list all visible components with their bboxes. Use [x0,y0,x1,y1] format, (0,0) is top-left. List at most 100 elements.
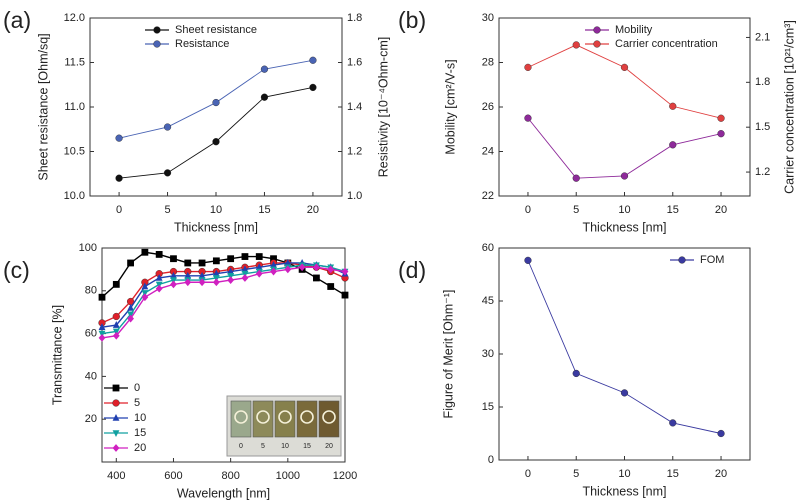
x-axis-title: Wavelength [nm] [177,486,270,500]
y2-tick-label: 1.8 [755,76,770,88]
marker [524,63,532,71]
marker [112,280,120,288]
y-tick-label: 0 [488,454,494,466]
marker [620,63,629,71]
panel-label: (b) [398,7,426,33]
inset-photo-logo [322,410,336,424]
legend-label: 20 [134,442,146,454]
marker [270,255,277,263]
x-tick-label: 20 [715,468,727,480]
y-tick-label: 30 [482,12,494,24]
marker [212,98,220,107]
x-tick-label: 0 [525,204,531,216]
y2-tick-label: 1.0 [347,190,362,202]
marker [141,248,149,256]
marker [620,389,629,397]
inset-photo [296,400,318,438]
x-tick-label: 20 [715,204,727,216]
series-line [101,264,346,335]
legend-marker [112,430,120,437]
y2-axis-title: Resistivity [10⁻⁴Ohm-cm] [376,37,390,177]
marker [127,303,134,311]
marker [620,172,629,180]
x-tick-label: 10 [618,204,630,216]
marker [241,253,249,260]
marker [270,261,277,268]
marker [241,265,249,273]
panel-label: (a) [3,7,31,33]
legend-label: 15 [134,427,146,439]
marker [212,278,220,287]
x-tick-label: 15 [667,204,679,216]
marker [227,267,235,275]
marker [572,41,580,49]
marker [260,93,269,101]
legend-label: Resistance [175,38,229,50]
marker [327,283,335,290]
marker [284,265,292,274]
marker [112,321,120,328]
x-tick-label: 5 [573,204,579,216]
marker [212,138,220,146]
x-tick-label: 0 [116,204,122,216]
chart-panel: (a) 0 5 10 15 20 10.0 10.5 11.0 11.5 12.0 1.0 1.2 1.4… [3,7,390,234]
marker [155,284,163,293]
inset-label: 5 [261,443,265,450]
legend-marker [112,414,120,421]
chart-panel: (b) 0 5 10 15 20 22 24 26 28 30 1.2 1.5 1.8 2.1 Thickne… [398,7,796,234]
panel-label: (c) [3,257,30,283]
x-tick-label: 1000 [276,470,300,482]
marker [327,265,335,274]
marker [309,83,317,92]
legend-marker [112,384,120,392]
y2-tick-label: 1.2 [755,166,770,178]
marker [155,251,163,258]
marker [341,291,349,299]
inset-label: 20 [325,443,333,450]
y-tick-label: 24 [482,145,494,157]
y-tick-label: 60 [482,242,494,254]
x-tick-label: 15 [667,468,679,480]
y2-tick-label: 2.1 [755,31,770,43]
marker [184,271,192,279]
y2-tick-label: 1.2 [347,145,362,157]
y-axis-title: Sheet resistance [Ohm/sq] [36,33,50,180]
inset-photo [230,400,252,438]
marker [284,258,292,266]
series-line [527,117,722,179]
marker [184,259,192,267]
marker [524,114,532,122]
marker [112,331,120,340]
y-tick-label: 28 [482,56,494,68]
y2-tick-label: 1.6 [347,56,362,68]
y-tick-label: 20 [85,413,97,425]
x-tick-label: 20 [307,204,319,216]
legend-label: 0 [134,382,140,394]
legend-marker [678,256,686,264]
series-line [527,44,722,119]
y2-tick-label: 1.4 [347,101,362,113]
legend-marker [153,40,161,48]
plot-frame [101,247,346,463]
inset-photo-logo [234,410,248,424]
marker [298,263,306,272]
x-axis-title: Thickness [nm] [174,220,258,234]
marker [170,280,177,289]
x-tick-label: 600 [164,470,182,482]
x-tick-label: 5 [573,468,579,480]
legend-label: FOM [700,254,724,266]
y-axis-title: Transmittance [%] [50,305,64,405]
panel-label: (d) [398,257,426,283]
marker [572,174,580,182]
y-axis-title: Mobility [cm²/V-s] [443,59,457,154]
legend-label: 5 [134,397,140,409]
x-axis-title: Thickness [nm] [582,484,666,498]
marker [184,278,192,287]
marker [227,255,235,263]
marker [717,130,725,138]
marker [98,293,106,301]
marker [98,333,106,342]
chart-panel: (c)400 600 800 1000 120020406080100Wavelengt… [3,242,357,500]
marker [524,256,532,264]
marker [163,169,172,177]
